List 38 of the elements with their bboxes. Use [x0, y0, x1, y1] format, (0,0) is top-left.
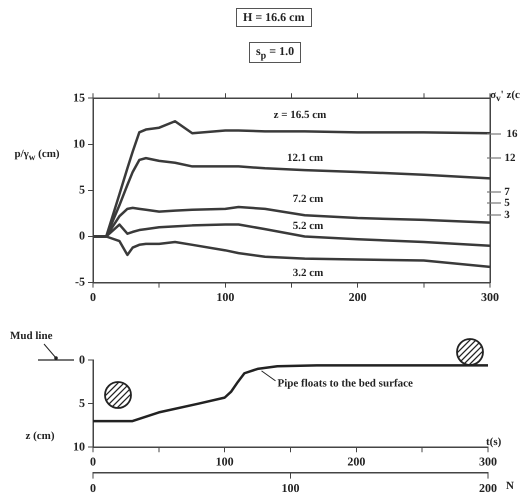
text: 12 [504, 152, 516, 164]
annotation: 5.2 cm [292, 220, 324, 232]
chart-title: H = 16.6 cm [236, 8, 312, 27]
y-tick-label: 15 [73, 90, 85, 104]
x-tick-label: 0 [90, 290, 96, 304]
annotation: z = 16.5 cm [274, 109, 326, 121]
y-tick-label: 0 [79, 352, 85, 366]
x-axis-title: t(s) [486, 436, 502, 448]
y-tick-label: 10 [73, 439, 85, 454]
y-tick-label: -5 [75, 274, 85, 289]
x2-tick-label: 200 [479, 480, 497, 495]
y-tick-label: 5 [79, 396, 85, 410]
x-tick-label: 300 [479, 454, 497, 468]
y-axis-title: p/γ$_{w}$ (cm) [14, 148, 60, 162]
x-tick-label: 200 [347, 454, 366, 468]
text: 3 [504, 209, 510, 221]
chart-subtitle: s$_{p}$ = 1.0 [249, 42, 302, 64]
y-tick-label: 0 [79, 228, 85, 243]
text: σ$_{v}$' z(c [490, 88, 520, 104]
x2-tick-label: 100 [282, 480, 300, 495]
x-tick-label: 0 [90, 454, 96, 468]
x-tick-label: 100 [216, 290, 234, 304]
text: Mud line [10, 330, 52, 342]
y-tick-label: 10 [73, 136, 85, 150]
annotation: Pipe floats to the bed surface [278, 378, 413, 390]
y-axis-title: z (cm) [24, 430, 56, 442]
text: 5 [504, 197, 510, 209]
text: 7 [504, 186, 510, 198]
annotation: 3.2 cm [292, 267, 324, 279]
text: 16 [506, 128, 518, 140]
y-tick-label: 5 [79, 182, 85, 196]
x-tick-label: 300 [481, 290, 499, 304]
annotation: 12.1 cm [286, 152, 324, 164]
annotation: 7.2 cm [292, 193, 324, 205]
x2-tick-label: 0 [90, 480, 96, 495]
x2-axis-title: N [506, 480, 514, 492]
x-tick-label: 200 [348, 290, 367, 304]
x-tick-label: 100 [216, 454, 234, 468]
